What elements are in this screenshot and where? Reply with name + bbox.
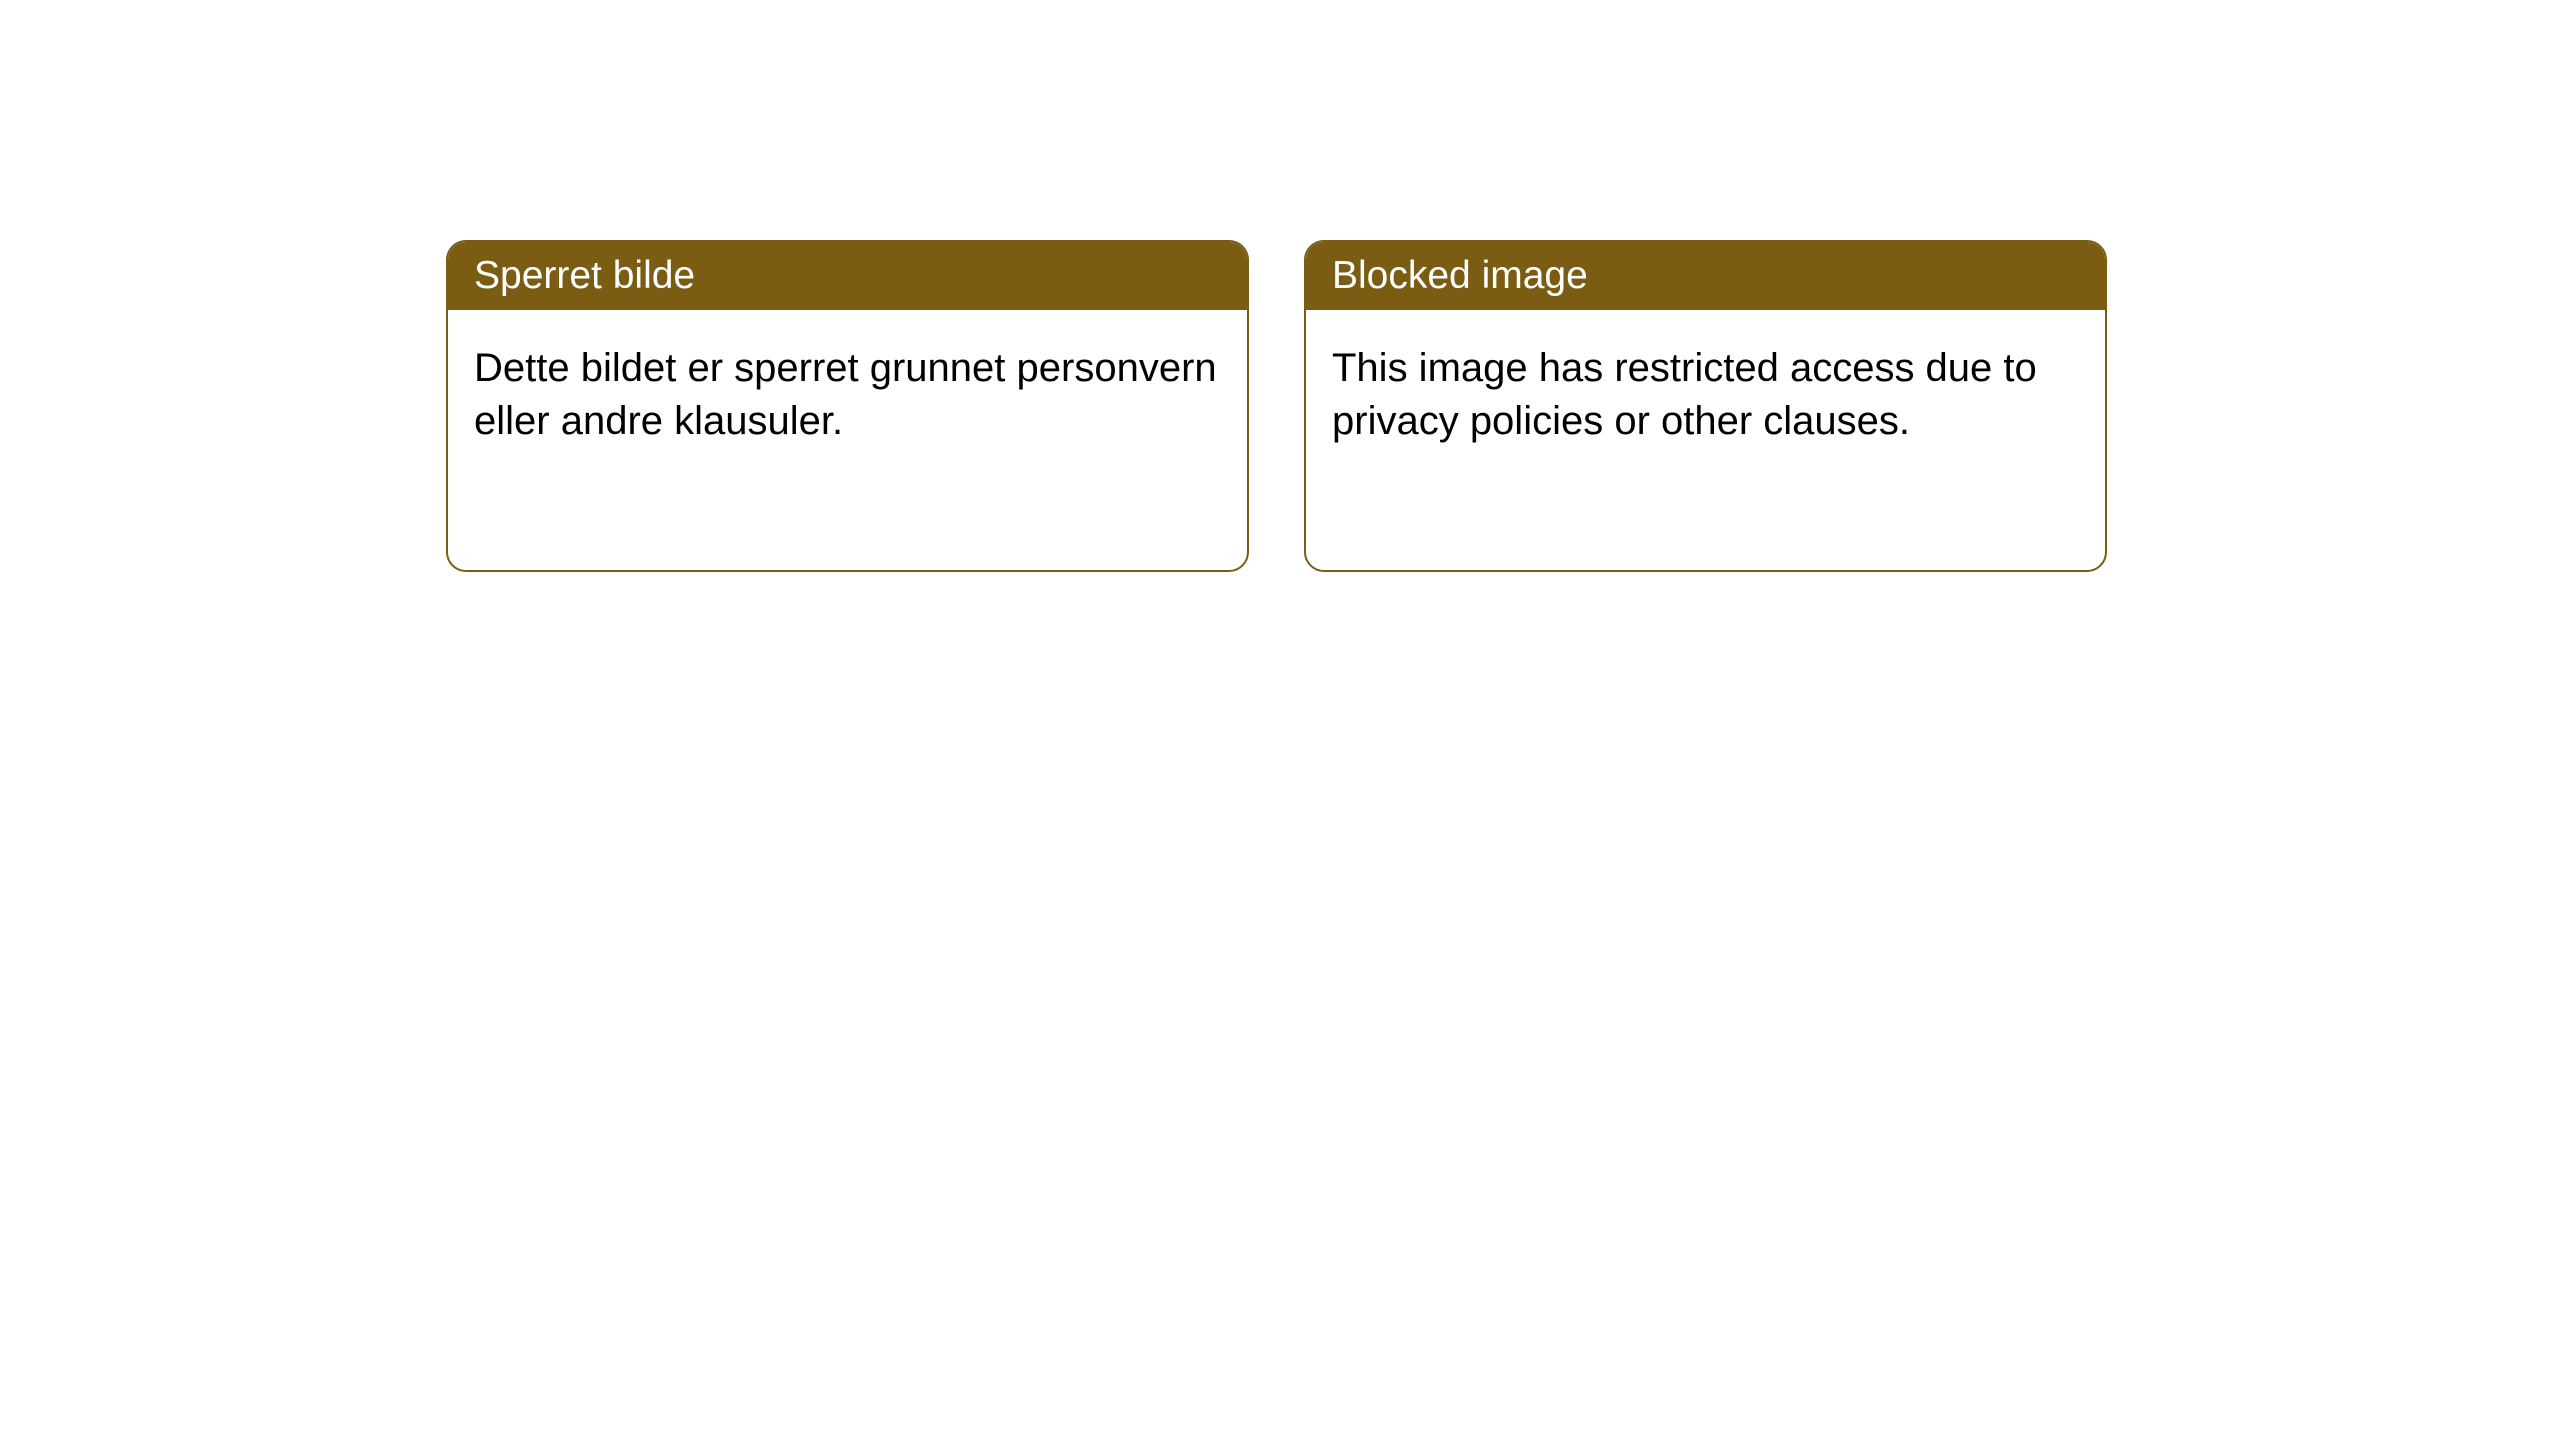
notice-card-english: Blocked image This image has restricted … [1304, 240, 2107, 572]
card-header: Blocked image [1306, 242, 2105, 310]
notice-card-norwegian: Sperret bilde Dette bildet er sperret gr… [446, 240, 1249, 572]
card-body: Dette bildet er sperret grunnet personve… [448, 310, 1247, 570]
notice-container: Sperret bilde Dette bildet er sperret gr… [446, 240, 2107, 572]
card-header: Sperret bilde [448, 242, 1247, 310]
card-title: Sperret bilde [474, 254, 695, 297]
card-body: This image has restricted access due to … [1306, 310, 2105, 570]
card-body-text: This image has restricted access due to … [1332, 346, 2037, 443]
card-body-text: Dette bildet er sperret grunnet personve… [474, 346, 1217, 443]
card-title: Blocked image [1332, 254, 1588, 297]
